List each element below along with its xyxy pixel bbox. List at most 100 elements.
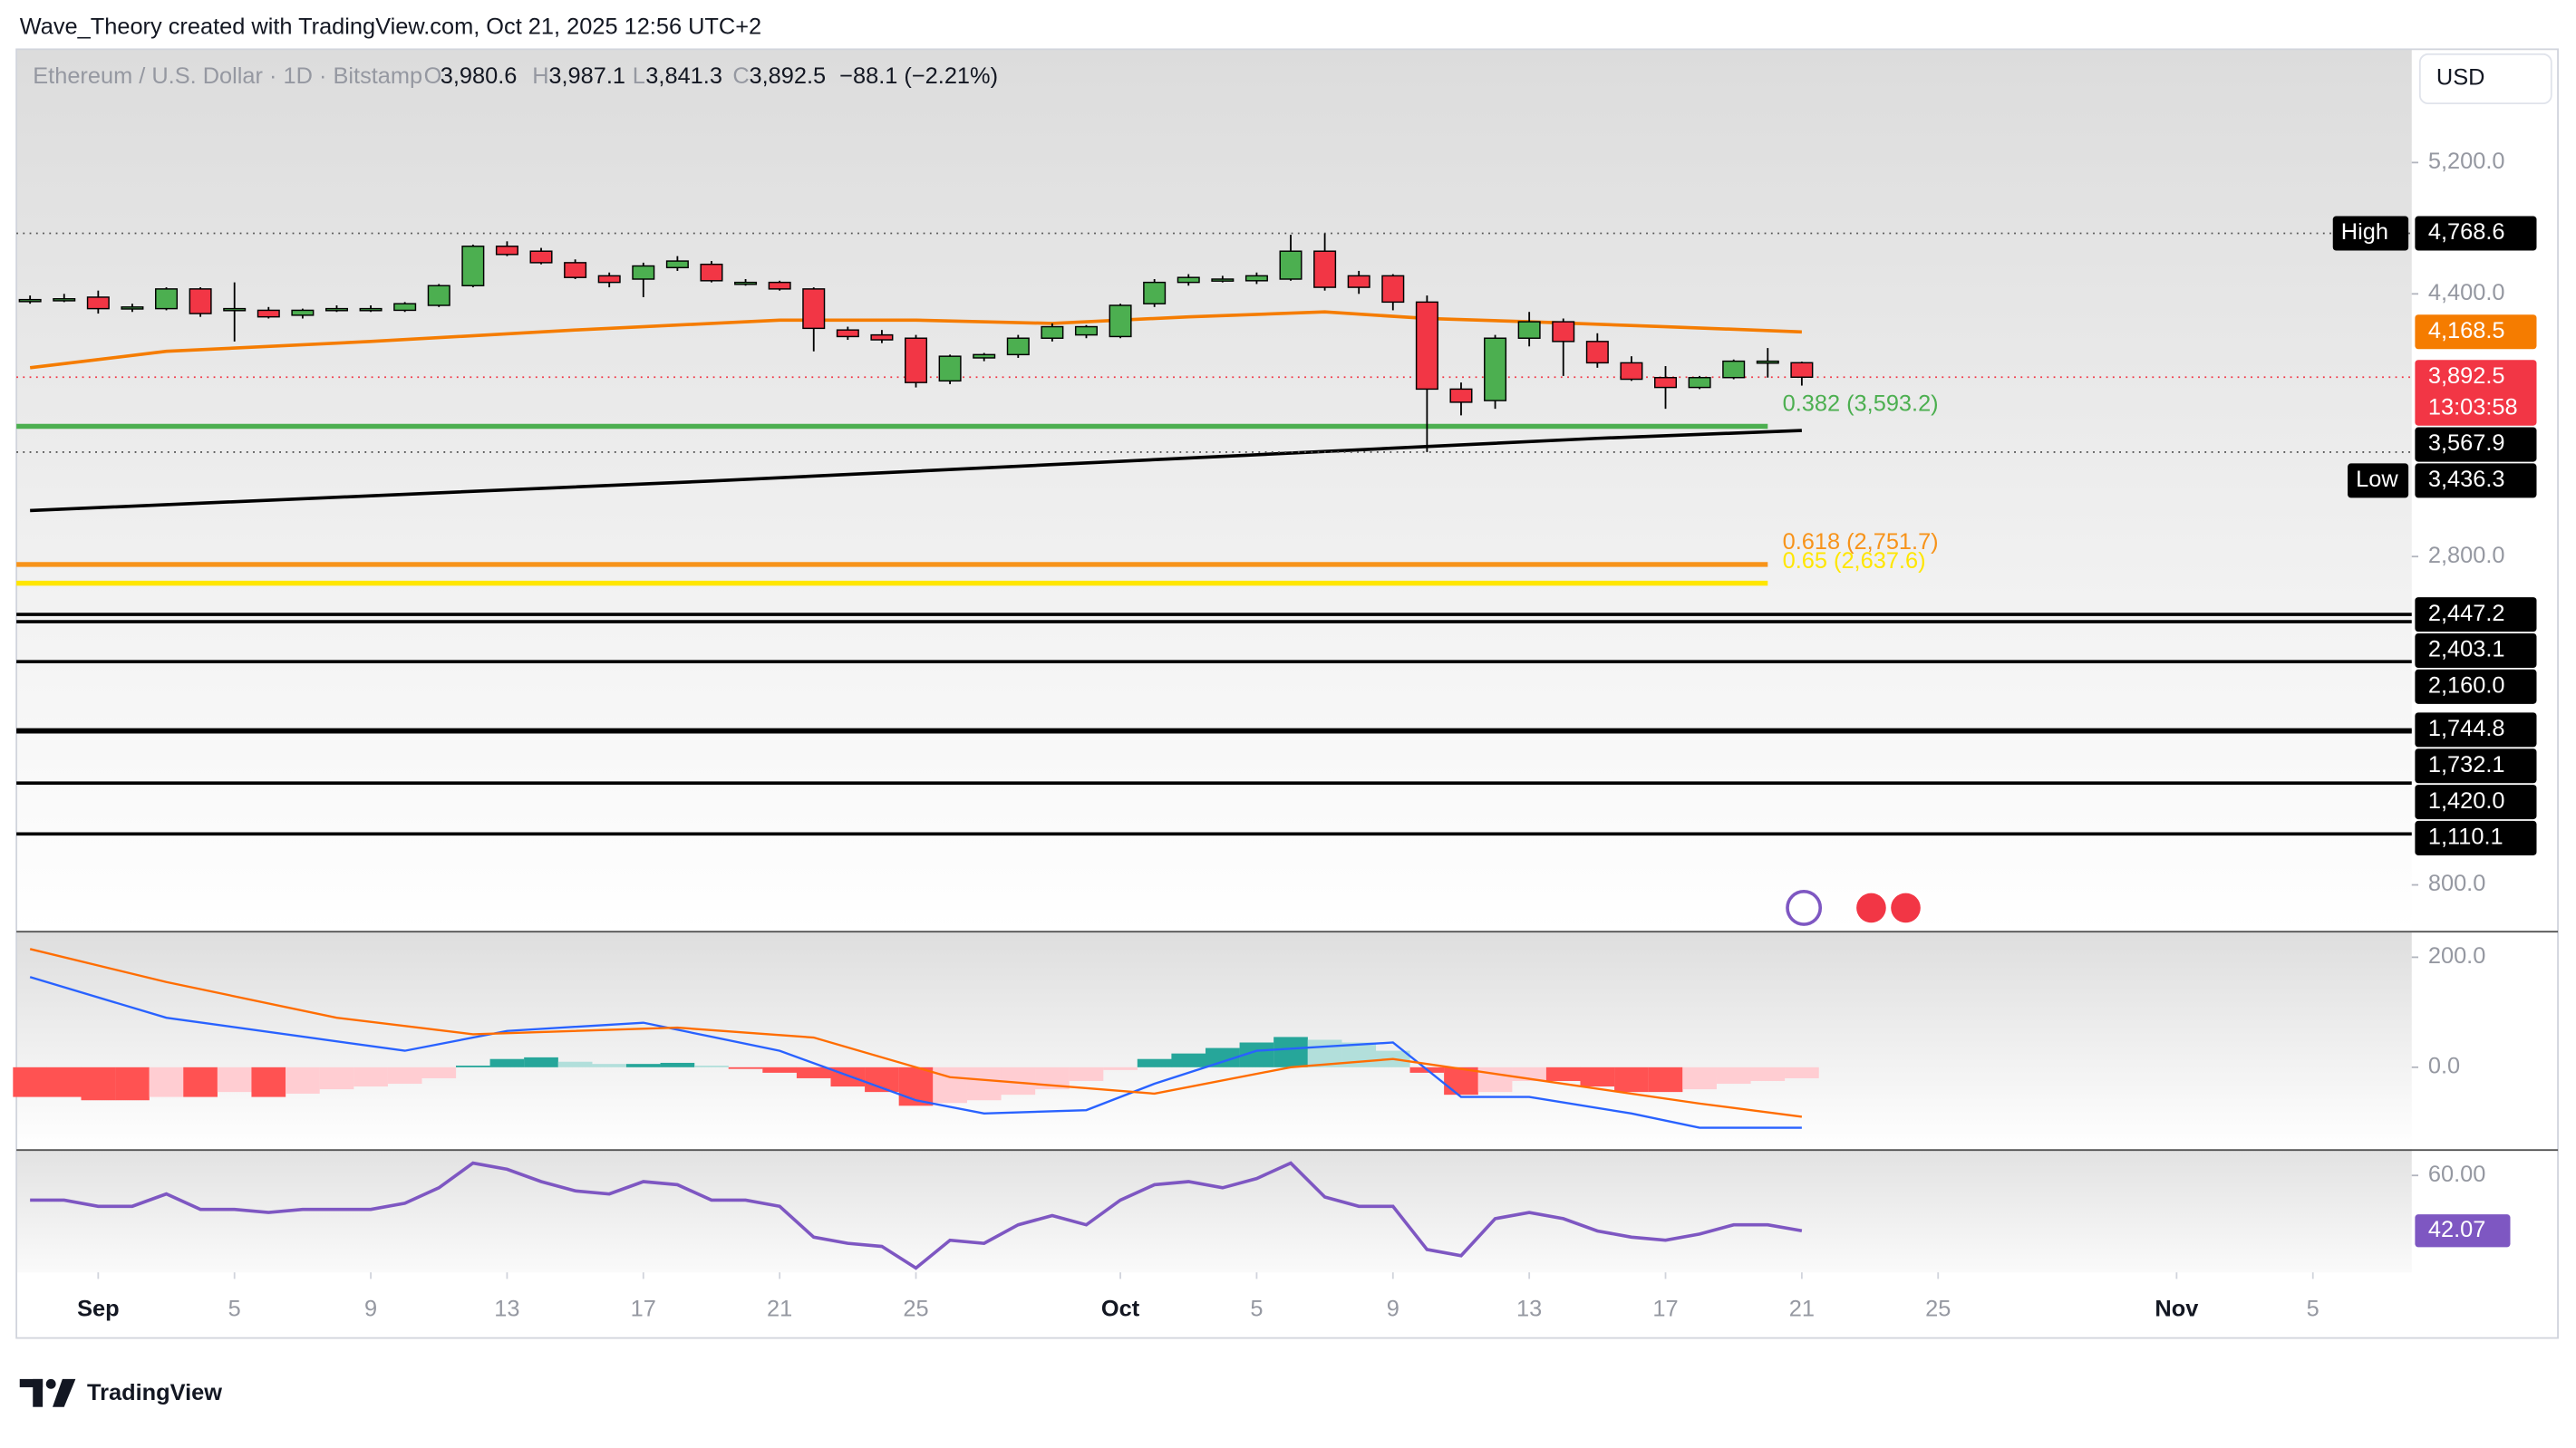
price-badge-label: 2,447.2 [2428,601,2505,626]
candle-body [836,329,859,338]
x-tick-label: 13 [1516,1297,1542,1322]
candle-body [1143,281,1167,304]
x-tick-label: 17 [1652,1297,1678,1322]
histogram-bar [796,1067,831,1078]
histogram-bar [217,1067,252,1093]
plot: 5,200.0 4,400.0 2,800.0 800.0 0.382 (3,593.2… [13,149,2537,1322]
event-flag[interactable] [1853,889,1890,926]
price-pane [16,49,2412,932]
x-tick-label: 21 [767,1297,792,1322]
marker-tag-label: Low [2356,467,2398,492]
candle-body [1722,360,1746,379]
candle-body [870,333,894,341]
price-badge-label: 3,436.3 [2428,467,2505,492]
histogram-bar [46,1067,82,1097]
price-badge-label: 1,732.1 [2428,752,2505,777]
event-icon[interactable] [1786,889,1823,926]
y-tick-label: 0.0 [2428,1054,2460,1079]
price-badge-label: 4,168.5 [2428,318,2505,343]
histogram-bar [183,1067,218,1097]
macd-pane [16,932,2412,1150]
x-tick-label: Sep [77,1297,120,1322]
event-flag[interactable] [1887,889,1924,926]
histogram-bar [660,1062,695,1067]
candle-body [632,265,655,280]
price-badge-label: 2,160.0 [2428,673,2505,699]
candle-body [802,288,826,330]
logo-shape [19,1378,44,1387]
x-tick-label: 25 [1925,1297,1951,1322]
histogram-bar [1171,1053,1206,1067]
histogram-bar [1614,1067,1649,1093]
price-badge-label: 4,768.6 [2428,219,2505,245]
countdown-label: 13:03:58 [2428,394,2518,420]
candle-body [86,296,110,310]
candle-body [495,246,518,256]
x-tick-label: Oct [1101,1297,1140,1322]
price-badge-label: 3,892.5 [2428,363,2505,389]
x-tick-label: 25 [903,1297,928,1322]
fib-label: 0.382 (3,593.2) [1783,391,1939,417]
candle-body [291,309,315,316]
x-tick-label: 5 [1250,1297,1263,1322]
histogram-bar [286,1067,320,1094]
histogram-bar [1750,1067,1786,1081]
histogram-bar [455,1065,490,1067]
histogram-bar [319,1067,354,1090]
histogram-bar [81,1067,116,1101]
price-badge [2415,820,2537,855]
candle-body [18,298,42,303]
marker-tag-label: High [2341,219,2388,245]
candle-body [938,355,962,382]
histogram-bar [1580,1067,1615,1087]
histogram-bar [149,1067,184,1097]
rsi-pane [16,1149,2412,1273]
logo-shape [33,1378,44,1407]
symbol: Ethereum / U.S. Dollar · 1D · Bitstamp [33,63,422,89]
currency-button[interactable]: USD [2418,53,2552,105]
candle-body [1620,362,1643,381]
histogram-bar [625,1064,661,1067]
candle-body [700,263,723,282]
histogram-bar [1716,1067,1751,1085]
candle-body [359,307,383,312]
candle-body [393,303,417,312]
candle-body [597,275,621,284]
candle-body [1552,321,1575,343]
histogram-bar [1477,1067,1513,1093]
marker-tag [2332,216,2409,251]
legend-key: C [732,63,749,89]
y-tick-label: 2,800.0 [2428,543,2505,568]
y-tick-label: 4,400.0 [2428,280,2505,305]
candle-body [121,306,144,310]
button-label[interactable]: USD [2436,65,2485,91]
price-badge [2415,360,2537,426]
price-badge-label: 1,744.8 [2428,716,2505,741]
histogram-bar [115,1067,150,1101]
logo: TradingView [19,1378,222,1407]
candle-body [189,288,212,314]
candle-body [905,337,928,383]
legend-change: −88.1 (−2.21%) [839,63,998,89]
histogram-bar [592,1064,627,1067]
candle-body [564,262,587,278]
candle-body [1585,341,1609,364]
fib-label: 0.618 (2,751.7) [1783,529,1939,555]
candle-body [1279,250,1303,280]
candle-body [1484,337,1507,401]
histogram-bar [353,1067,388,1087]
candle-body [1790,362,1814,378]
moving-average [30,429,1802,513]
candle-body [1313,250,1337,288]
histogram-bar [251,1067,286,1097]
candle-body [665,260,689,269]
y-tick-label: 200.0 [2428,943,2485,969]
legend-value: 3,841.3 [645,63,722,89]
button-frame[interactable] [2418,53,2552,105]
x-tick-label: 9 [364,1297,377,1322]
histogram-bar [1069,1067,1104,1081]
histogram-bar [1103,1067,1138,1070]
marker-tag [2348,463,2409,498]
logo-shape [53,1378,76,1407]
